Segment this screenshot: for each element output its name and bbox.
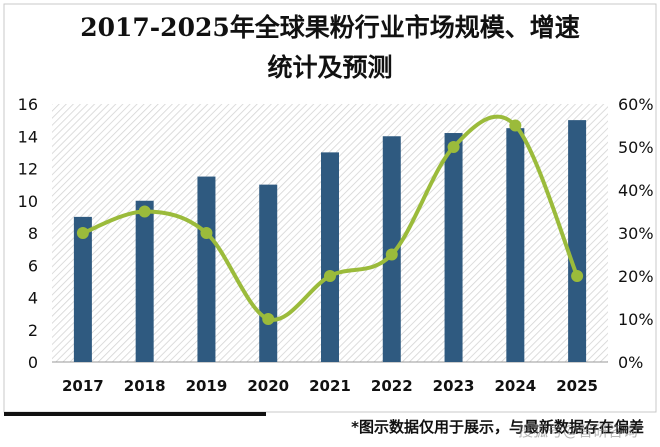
x-tick-label: 2022: [371, 377, 413, 395]
x-tick-label: 2023: [433, 377, 475, 395]
chart-title: 2017-2025年全球果粉行业市场规模、增速 统计及预测: [0, 8, 660, 88]
bar: [259, 184, 278, 362]
x-tick-label: 2017: [62, 377, 104, 395]
bar: [197, 176, 216, 362]
bar: [506, 128, 525, 362]
y-right-tick-label: 50%: [618, 138, 654, 157]
growth-point: [262, 313, 275, 325]
y-left-tick-label: 10: [18, 192, 38, 211]
footer-rule: [4, 412, 266, 416]
chart-title-line-1: 2017-2025年全球果粉行业市场规模、增速: [80, 13, 580, 42]
x-tick-label: 2024: [494, 377, 536, 395]
growth-point: [200, 227, 213, 239]
x-tick-label: 2019: [186, 377, 228, 395]
y-left-tick-label: 14: [18, 127, 38, 146]
growth-point: [509, 119, 522, 132]
y-left-tick-label: 0: [28, 353, 38, 372]
outer-border: [3, 3, 657, 413]
x-tick-label: 2025: [556, 377, 598, 395]
y-left-tick-label: 2: [28, 321, 38, 340]
y-left-tick-label: 16: [18, 95, 38, 114]
x-tick-label: 2018: [124, 377, 166, 395]
y-left-tick-label: 4: [28, 289, 38, 308]
y-right-tick-label: 60%: [618, 95, 654, 114]
bar: [321, 152, 339, 362]
bar: [568, 120, 587, 362]
chart-title-line-2: 统计及预测: [267, 53, 393, 82]
growth-point: [447, 141, 460, 153]
y-right-tick-label: 20%: [618, 267, 654, 286]
y-right-tick-label: 0%: [618, 353, 643, 372]
growth-point: [571, 270, 584, 282]
y-left-tick-label: 8: [28, 224, 38, 243]
x-tick-label: 2021: [309, 377, 351, 395]
growth-point: [324, 270, 336, 282]
bar: [73, 216, 92, 362]
y-right-tick-label: 10%: [618, 310, 654, 329]
bar: [135, 200, 154, 362]
y-left-tick-label: 6: [28, 256, 38, 275]
y-left-tick-label: 12: [18, 160, 38, 179]
growth-point: [76, 227, 89, 239]
footnote: *图示数据仅用于展示，与最新数据存在偏差: [351, 418, 644, 436]
y-right-tick-label: 30%: [618, 224, 654, 243]
x-tick-label: 2020: [247, 377, 289, 395]
growth-point: [385, 248, 398, 261]
bar: [444, 133, 463, 362]
growth-point: [138, 205, 151, 218]
y-right-tick-label: 40%: [618, 181, 654, 200]
